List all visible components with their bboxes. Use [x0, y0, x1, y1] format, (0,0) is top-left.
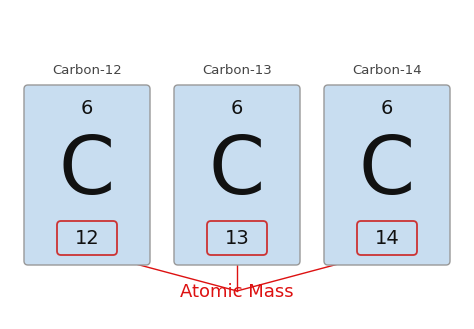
Text: Carbon-13: Carbon-13 — [202, 64, 272, 77]
Text: C: C — [359, 133, 415, 211]
Text: 12: 12 — [74, 229, 100, 247]
FancyBboxPatch shape — [57, 221, 117, 255]
Text: C: C — [59, 133, 115, 211]
Text: Carbon-12: Carbon-12 — [52, 64, 122, 77]
FancyBboxPatch shape — [324, 85, 450, 265]
FancyBboxPatch shape — [24, 85, 150, 265]
Text: C: C — [209, 133, 265, 211]
Text: Atomic Mass: Atomic Mass — [180, 283, 294, 301]
Text: Carbon-14: Carbon-14 — [352, 64, 422, 77]
FancyBboxPatch shape — [174, 85, 300, 265]
FancyBboxPatch shape — [207, 221, 267, 255]
FancyBboxPatch shape — [357, 221, 417, 255]
Text: 13: 13 — [225, 229, 249, 247]
Text: 6: 6 — [81, 99, 93, 118]
Text: 6: 6 — [381, 99, 393, 118]
Text: 14: 14 — [374, 229, 400, 247]
Text: 6: 6 — [231, 99, 243, 118]
